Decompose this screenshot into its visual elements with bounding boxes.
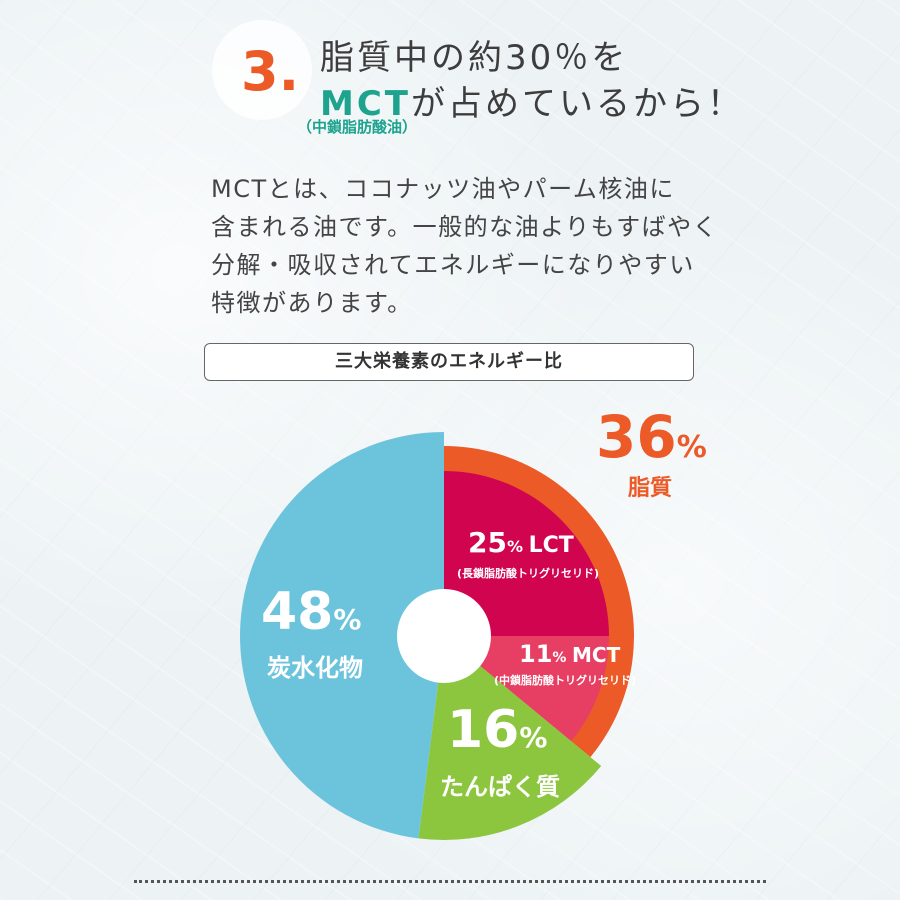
heading-rest: が占めているから！ <box>410 84 744 124</box>
carb-label: 48% <box>261 582 361 642</box>
mct-sublabel: (中鎖脂肪酸トリグリセリド) <box>494 674 637 687</box>
fat-label: 36% <box>596 403 707 471</box>
fat-value: 36 <box>596 403 677 471</box>
description-line: 含まれる油です。一般的な油よりもすばやく <box>211 213 719 241</box>
mct-label: 11% MCT <box>519 640 620 668</box>
number-badge <box>212 20 312 120</box>
heading-subtitle: （中鎖脂肪酸油） <box>297 118 418 136</box>
description: MCTとは、ココナッツ油やパーム核油に 含まれる油です。一般的な油よりもすばやく… <box>211 170 719 322</box>
protein-label: 16% <box>447 700 547 760</box>
protein-unit: % <box>519 721 548 754</box>
section-number: 3. <box>241 40 300 103</box>
lct-unit: % <box>506 537 523 556</box>
description-line: 分解・吸収されてエネルギーになりやすい <box>211 251 695 279</box>
carb-unit: % <box>333 603 362 636</box>
protein-value: 16 <box>447 700 520 760</box>
chart-title: 三大栄養素のエネルギー比 <box>204 343 694 381</box>
mct-value: 11 <box>519 640 553 668</box>
heading-highlight: MCT <box>320 84 411 124</box>
mct-name: MCT <box>572 643 621 667</box>
description-line: MCTとは、ココナッツ油やパーム核油に <box>211 175 675 203</box>
carb-name: 炭水化物 <box>267 654 363 682</box>
pie-slice-たんぱく質 <box>418 636 602 840</box>
protein-name: たんぱく質 <box>440 773 560 801</box>
pie-subslice-MCT <box>444 636 609 742</box>
lct-sublabel: (長鎖脂肪酸トリグリセリド) <box>457 567 600 580</box>
lct-value: 25 <box>468 526 507 559</box>
lct-name: LCT <box>528 533 574 558</box>
pie-slice-炭水化物 <box>239 432 444 839</box>
pie-subslice-LCT <box>444 471 609 636</box>
lct-label: 25% LCT <box>468 526 574 559</box>
fat-name: 脂質 <box>628 476 673 501</box>
pie-center-hole <box>397 589 491 683</box>
divider <box>134 880 766 883</box>
fat-unit: % <box>676 430 707 465</box>
mct-unit: % <box>552 650 567 666</box>
description-line: 特徴があります。 <box>211 289 413 317</box>
heading-line-2: MCTが占めているから！ <box>320 76 744 125</box>
carb-value: 48 <box>261 582 334 642</box>
heading-line-1: 脂質中の約30％を <box>320 38 629 78</box>
